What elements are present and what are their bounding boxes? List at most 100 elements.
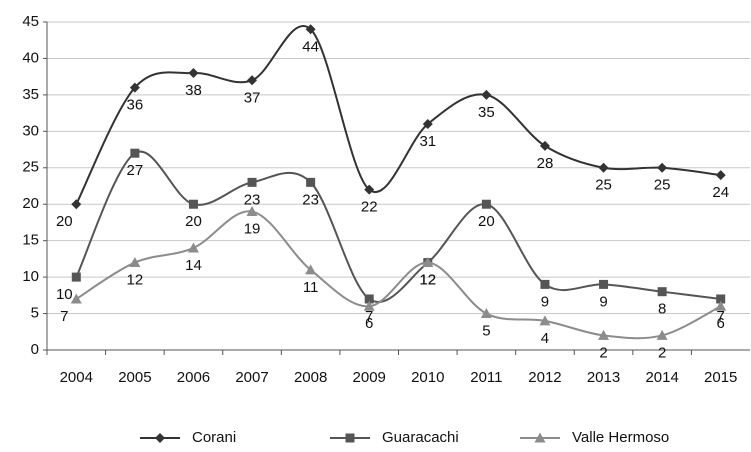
marker — [481, 89, 492, 100]
data-label: 7 — [717, 308, 725, 325]
legend-label: Corani — [192, 429, 236, 446]
data-label: 25 — [595, 177, 612, 194]
x-tick-label: 2011 — [470, 369, 502, 386]
data-label: 23 — [302, 191, 319, 208]
marker — [540, 279, 550, 289]
data-label: 10 — [56, 286, 73, 303]
data-label: 6 — [365, 315, 373, 332]
series-line — [75, 25, 721, 205]
marker — [598, 329, 610, 340]
data-label: 44 — [302, 38, 319, 55]
marker — [247, 75, 258, 86]
marker — [656, 329, 668, 340]
marker — [155, 433, 165, 443]
marker — [246, 206, 258, 217]
x-tick-label: 2014 — [645, 369, 678, 386]
marker — [70, 293, 82, 304]
data-label: 11 — [303, 279, 319, 296]
series-line — [75, 150, 721, 303]
data-label: 5 — [482, 323, 490, 340]
marker — [481, 199, 491, 209]
y-tick-label: 45 — [22, 13, 39, 30]
data-label: 4 — [541, 330, 549, 347]
x-tick-label: 2012 — [528, 369, 561, 386]
marker — [305, 264, 317, 275]
marker — [187, 242, 199, 253]
marker — [599, 279, 609, 289]
x-tick-label: 2007 — [235, 369, 268, 386]
data-label: 7 — [365, 308, 373, 325]
marker — [363, 300, 375, 311]
data-label: 20 — [185, 213, 202, 230]
marker — [306, 177, 316, 187]
series-line — [75, 210, 722, 340]
data-label: 24 — [712, 184, 729, 201]
marker — [657, 162, 668, 173]
y-tick-label: 40 — [22, 49, 39, 66]
x-tick-label: 2004 — [60, 369, 93, 386]
data-label: 35 — [478, 104, 495, 121]
data-label: 28 — [537, 155, 554, 172]
marker — [247, 177, 257, 187]
x-tick-label: 2008 — [294, 369, 327, 386]
legend-label: Guaracachi — [382, 429, 459, 446]
data-label: 12 — [419, 272, 436, 289]
y-tick-label: 0 — [31, 341, 39, 358]
data-label: 9 — [599, 293, 607, 310]
marker — [345, 433, 355, 443]
x-tick-label: 2015 — [704, 369, 737, 386]
marker — [657, 287, 667, 297]
data-label: 36 — [127, 97, 144, 114]
marker — [305, 24, 316, 35]
marker — [715, 170, 726, 181]
data-label: 20 — [56, 213, 73, 230]
data-label: 20 — [478, 213, 495, 230]
x-tick-label: 2009 — [353, 369, 386, 386]
data-label: 25 — [654, 177, 671, 194]
marker — [364, 184, 375, 195]
marker — [598, 162, 609, 173]
data-label: 19 — [244, 220, 261, 237]
data-label: 22 — [361, 199, 378, 216]
marker — [71, 272, 81, 282]
data-label: 12 — [127, 272, 144, 289]
marker — [539, 140, 550, 151]
data-label: 38 — [185, 82, 202, 99]
marker — [71, 199, 82, 210]
data-label: 8 — [658, 301, 666, 318]
marker — [422, 257, 434, 268]
data-label: 6 — [717, 315, 725, 332]
data-label: 2 — [658, 344, 666, 361]
marker — [364, 294, 374, 304]
marker — [716, 294, 726, 304]
data-label: 2 — [599, 344, 607, 361]
marker — [539, 315, 551, 326]
y-tick-label: 5 — [31, 305, 39, 322]
marker — [130, 148, 140, 158]
data-label: 31 — [419, 133, 436, 150]
y-tick-label: 30 — [22, 122, 39, 139]
x-tick-label: 2013 — [587, 369, 620, 386]
marker — [715, 300, 727, 311]
x-tick-label: 2010 — [411, 369, 444, 386]
y-tick-label: 25 — [22, 159, 39, 176]
x-tick-label: 2006 — [177, 369, 210, 386]
data-label: 27 — [127, 162, 144, 179]
legend-label: Valle Hermoso — [572, 429, 669, 446]
y-tick-label: 10 — [22, 268, 39, 285]
data-label: 14 — [185, 257, 202, 274]
y-tick-label: 35 — [22, 86, 39, 103]
data-label: 12 — [419, 272, 436, 289]
marker — [188, 199, 198, 209]
marker — [129, 257, 141, 268]
data-label: 7 — [60, 308, 68, 325]
x-tick-label: 2005 — [118, 369, 151, 386]
marker — [422, 119, 433, 130]
data-label: 37 — [244, 89, 261, 106]
marker — [480, 308, 492, 319]
marker — [534, 432, 546, 443]
marker — [129, 82, 140, 93]
marker — [188, 68, 199, 79]
y-tick-label: 15 — [22, 232, 39, 249]
